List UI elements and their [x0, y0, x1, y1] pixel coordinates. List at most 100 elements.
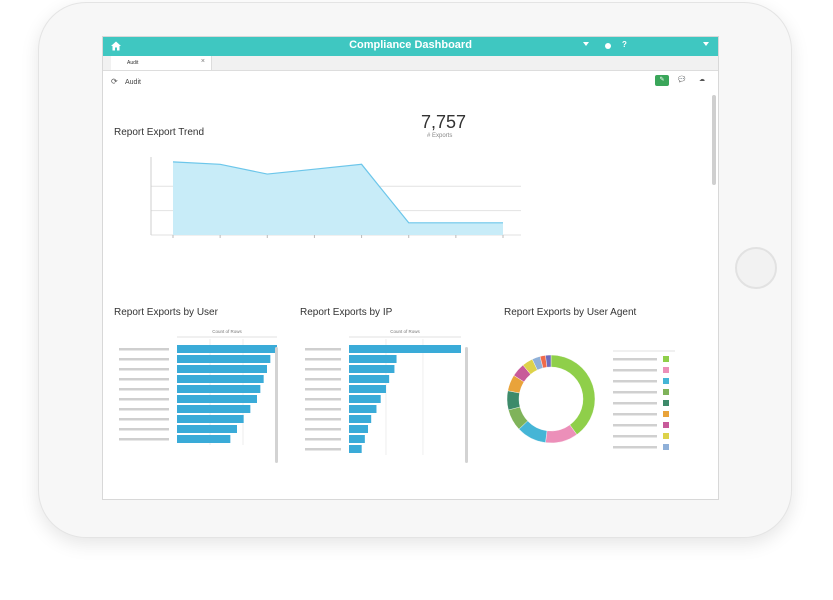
comment-icon[interactable]: 💬: [678, 77, 686, 83]
notifications-icon[interactable]: [605, 43, 611, 49]
tablet-home-button: [735, 247, 777, 289]
top-bar: Compliance Dashboard ?: [103, 37, 718, 56]
area-fill: [173, 161, 503, 235]
x-axis-label: Count of Rows: [212, 329, 242, 334]
row-label: [305, 428, 341, 431]
bar: [177, 375, 264, 383]
tab-label: Audit: [127, 60, 139, 66]
legend-label: [613, 413, 657, 416]
bar: [349, 415, 372, 423]
row-label: [119, 388, 169, 391]
legend-swatch: [663, 356, 669, 362]
legend-label: [613, 446, 657, 449]
legend-swatch: [663, 422, 669, 428]
scrollbar: [465, 347, 468, 463]
by-agent-title: Report Exports by User Agent: [504, 307, 637, 318]
legend-swatch: [663, 389, 669, 395]
row-label: [305, 358, 341, 361]
app-title: Compliance Dashboard: [349, 39, 472, 51]
legend-swatch: [663, 433, 669, 439]
home-icon[interactable]: [110, 40, 122, 52]
close-icon[interactable]: ×: [200, 58, 205, 65]
scrollbar[interactable]: [712, 95, 716, 185]
by-user-chart: Count of Rows: [119, 329, 278, 463]
edit-button[interactable]: ✎: [655, 75, 669, 86]
row-label: [119, 408, 169, 411]
row-label: [305, 348, 341, 351]
row-label: [305, 388, 341, 391]
tab-audit[interactable]: Audit ×: [111, 56, 212, 70]
page-title: Audit: [125, 79, 141, 86]
breadcrumb: ⟳ Audit: [111, 77, 141, 86]
legend-label: [613, 380, 657, 383]
row-label: [305, 438, 341, 441]
bar: [177, 435, 231, 443]
by-agent-chart: [506, 350, 675, 450]
series-line: [172, 161, 503, 224]
bar: [177, 415, 244, 423]
legend-swatch: [663, 411, 669, 417]
bar: [177, 385, 261, 393]
bar: [177, 425, 237, 433]
bar: [349, 345, 461, 353]
row-label: [305, 448, 341, 451]
legend-label: [613, 358, 657, 361]
legend-label: [613, 369, 657, 372]
bar: [349, 375, 390, 383]
row-label: [305, 368, 341, 371]
legend-swatch: [663, 367, 669, 373]
kpi-value: 7,757: [421, 112, 467, 132]
tab-bar: Audit ×: [103, 56, 718, 71]
row-label: [119, 398, 169, 401]
help-icon[interactable]: ?: [622, 40, 627, 49]
legend-label: [613, 402, 657, 405]
bar: [349, 365, 395, 373]
legend-label: [613, 424, 657, 427]
refresh-icon[interactable]: ⟳: [111, 77, 118, 86]
pie-slice: [506, 390, 521, 411]
pie-slice: [550, 354, 596, 435]
bar: [177, 355, 271, 363]
row-label: [119, 368, 169, 371]
row-label: [119, 348, 169, 351]
bar: [177, 345, 277, 353]
user-menu[interactable]: [521, 42, 579, 51]
user-menu-chevron-icon[interactable]: [583, 42, 589, 46]
bar: [177, 405, 251, 413]
x-axis-label: Count of Rows: [390, 329, 420, 334]
scrollbar: [275, 347, 278, 463]
bar: [177, 365, 267, 373]
row-label: [305, 398, 341, 401]
row-label: [119, 378, 169, 381]
app-screen: Compliance Dashboard ? Audit × ⟳ Audit ✎ …: [102, 36, 719, 500]
bar: [349, 425, 369, 433]
row-label: [305, 418, 341, 421]
legend-label: [613, 435, 657, 438]
trend-chart: [150, 157, 521, 238]
legend-swatch: [663, 444, 669, 450]
legend-swatch: [663, 400, 669, 406]
app-switcher-chevron-icon[interactable]: [703, 42, 709, 46]
pie-slice: [545, 354, 552, 368]
row-label: [305, 378, 341, 381]
bar: [177, 395, 257, 403]
row-label: [119, 428, 169, 431]
kpi-label: # Exports: [427, 133, 453, 139]
by-user-title: Report Exports by User: [114, 307, 218, 318]
trend-title: Report Export Trend: [114, 127, 205, 138]
bar: [349, 395, 381, 403]
legend-swatch: [663, 378, 669, 384]
row-label: [119, 438, 169, 441]
bar: [349, 405, 377, 413]
legend-label: [613, 391, 657, 394]
bar: [349, 355, 397, 363]
bar: [349, 435, 365, 443]
bar: [349, 445, 362, 453]
row-label: [119, 418, 169, 421]
by-ip-chart: Count of Rows: [305, 329, 468, 463]
bar: [349, 385, 386, 393]
by-ip-title: Report Exports by IP: [300, 307, 393, 318]
row-label: [119, 358, 169, 361]
row-label: [305, 408, 341, 411]
cloud-download-icon[interactable]: ☁: [699, 77, 705, 83]
